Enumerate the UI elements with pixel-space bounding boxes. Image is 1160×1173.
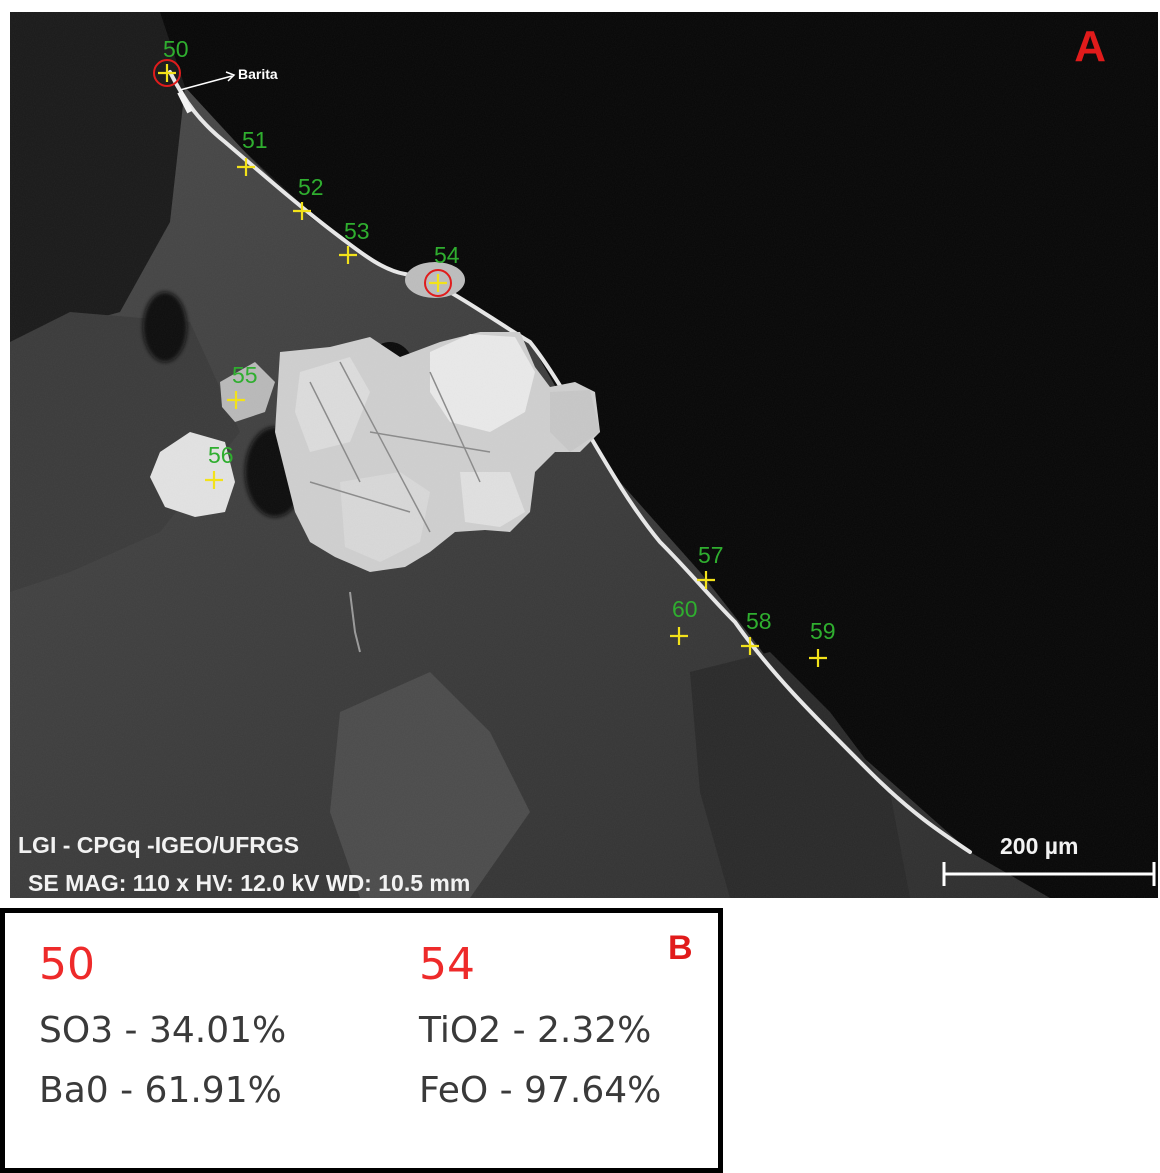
point-marker-59 (809, 649, 827, 667)
composition-column-50: 50 SO3 - 34.01% Ba0 - 61.91% (39, 943, 286, 1133)
point-label-58: 58 (746, 608, 772, 634)
barita-label: Barita (238, 66, 278, 82)
point-marker-55 (227, 391, 245, 409)
point-marker-53 (339, 246, 357, 264)
panel-a-letter: A (1074, 22, 1106, 71)
composition-panel: B 50 SO3 - 34.01% Ba0 - 61.91% 54 TiO2 -… (0, 908, 723, 1173)
point-marker-51 (237, 158, 255, 176)
composition-point-id: 50 (39, 939, 95, 990)
point-marker-56 (205, 471, 223, 489)
point-label-51: 51 (242, 127, 268, 153)
point-marker-60 (670, 627, 688, 645)
point-label-53: 53 (344, 218, 370, 244)
point-label-55: 55 (232, 362, 258, 388)
composition-value: FeO - 97.64% (419, 1070, 662, 1111)
point-label-60: 60 (672, 596, 698, 622)
composition-point-id: 54 (419, 939, 475, 990)
point-marker-57 (697, 571, 715, 589)
barita-arrow (179, 71, 236, 91)
scale-bar (942, 862, 1156, 886)
composition-value: SO3 - 34.01% (39, 1010, 287, 1051)
panel-b-letter: B (668, 929, 693, 967)
composition-column-54: 54 TiO2 - 2.32% FeO - 97.64% (419, 943, 661, 1133)
point-label-56: 56 (208, 442, 234, 468)
composition-value: TiO2 - 2.32% (419, 1010, 652, 1051)
sem-parameters: SE MAG: 110 x HV: 12.0 kV WD: 10.5 mm (28, 870, 471, 896)
sem-micrograph: A Barita 50 51 52 53 54 55 56 57 58 59 6… (10, 12, 1158, 898)
point-circle-50 (153, 59, 181, 87)
composition-value: Ba0 - 61.91% (39, 1070, 282, 1111)
point-circle-54 (424, 269, 452, 297)
sem-image (10, 12, 1158, 898)
point-label-50: 50 (163, 36, 189, 62)
point-marker-54 (429, 274, 447, 292)
scale-bar-label: 200 µm (1000, 833, 1079, 859)
point-marker-58 (741, 637, 759, 655)
lab-credit: LGI - CPGq -IGEO/UFRGS (18, 832, 300, 858)
point-label-54: 54 (434, 242, 460, 268)
point-marker-50 (158, 64, 176, 82)
point-marker-52 (293, 202, 311, 220)
point-label-52: 52 (298, 174, 324, 200)
point-label-57: 57 (698, 542, 724, 568)
point-label-59: 59 (810, 618, 836, 644)
